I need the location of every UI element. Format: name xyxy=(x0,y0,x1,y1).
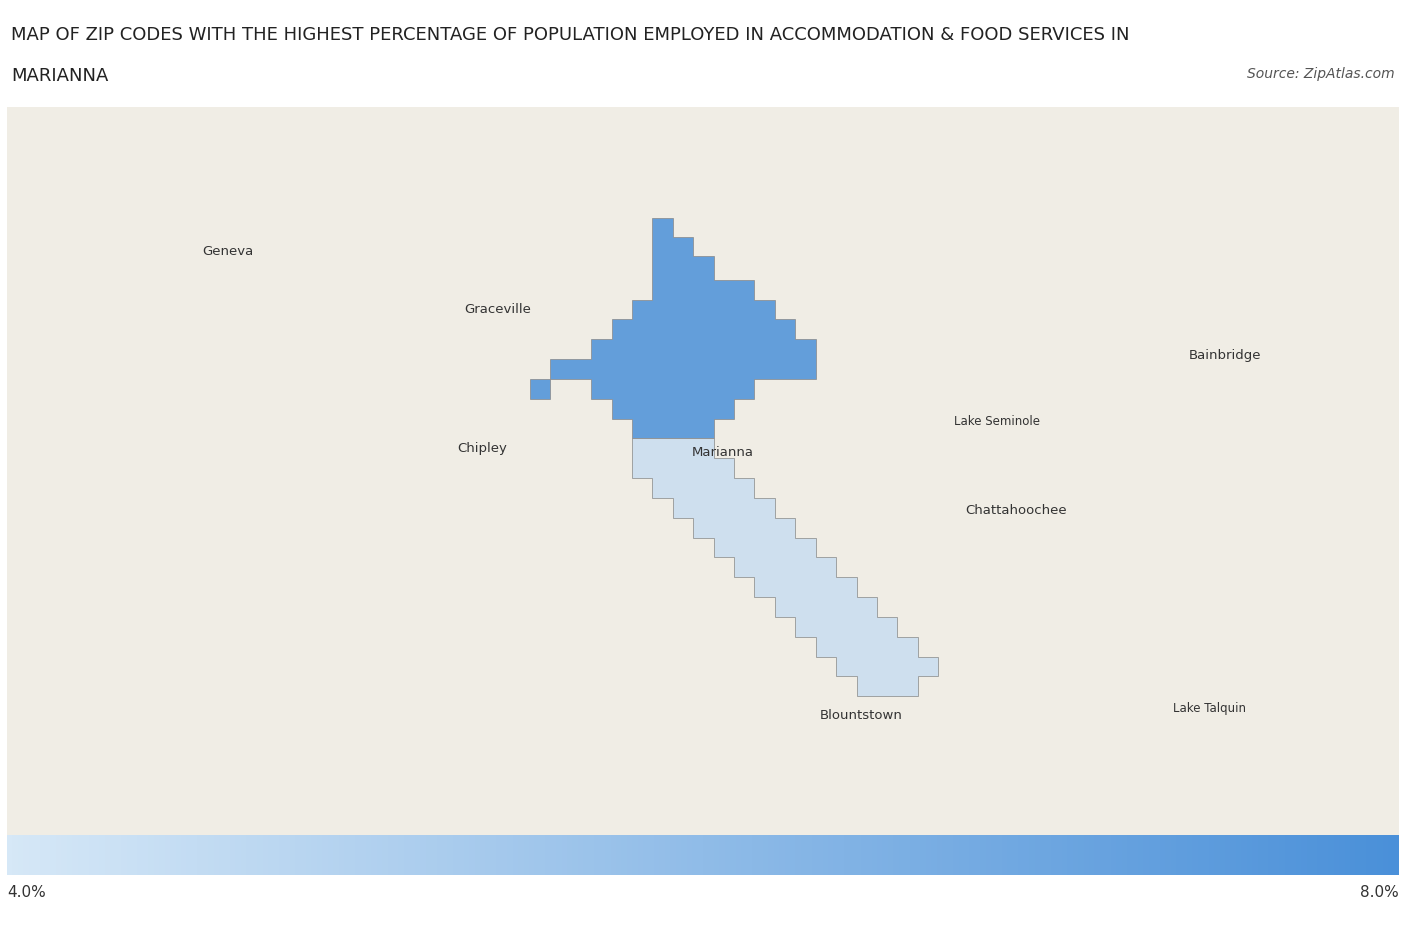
Text: Geneva: Geneva xyxy=(202,244,253,257)
Text: Lake Seminole: Lake Seminole xyxy=(953,415,1040,428)
Text: Bainbridge: Bainbridge xyxy=(1188,349,1261,362)
Text: MAP OF ZIP CODES WITH THE HIGHEST PERCENTAGE OF POPULATION EMPLOYED IN ACCOMMODA: MAP OF ZIP CODES WITH THE HIGHEST PERCEN… xyxy=(11,26,1130,44)
Text: 8.0%: 8.0% xyxy=(1360,885,1399,899)
Polygon shape xyxy=(631,439,938,696)
Text: Lake Talquin: Lake Talquin xyxy=(1173,701,1246,714)
Text: Blountstown: Blountstown xyxy=(820,709,903,722)
Text: Chipley: Chipley xyxy=(458,442,508,455)
Text: Graceville: Graceville xyxy=(464,302,531,315)
Polygon shape xyxy=(530,218,815,439)
Text: 4.0%: 4.0% xyxy=(7,885,46,899)
Text: Marianna: Marianna xyxy=(692,446,754,459)
Text: MARIANNA: MARIANNA xyxy=(11,67,108,85)
Text: Source: ZipAtlas.com: Source: ZipAtlas.com xyxy=(1247,67,1395,81)
Text: Chattahoochee: Chattahoochee xyxy=(966,504,1067,517)
